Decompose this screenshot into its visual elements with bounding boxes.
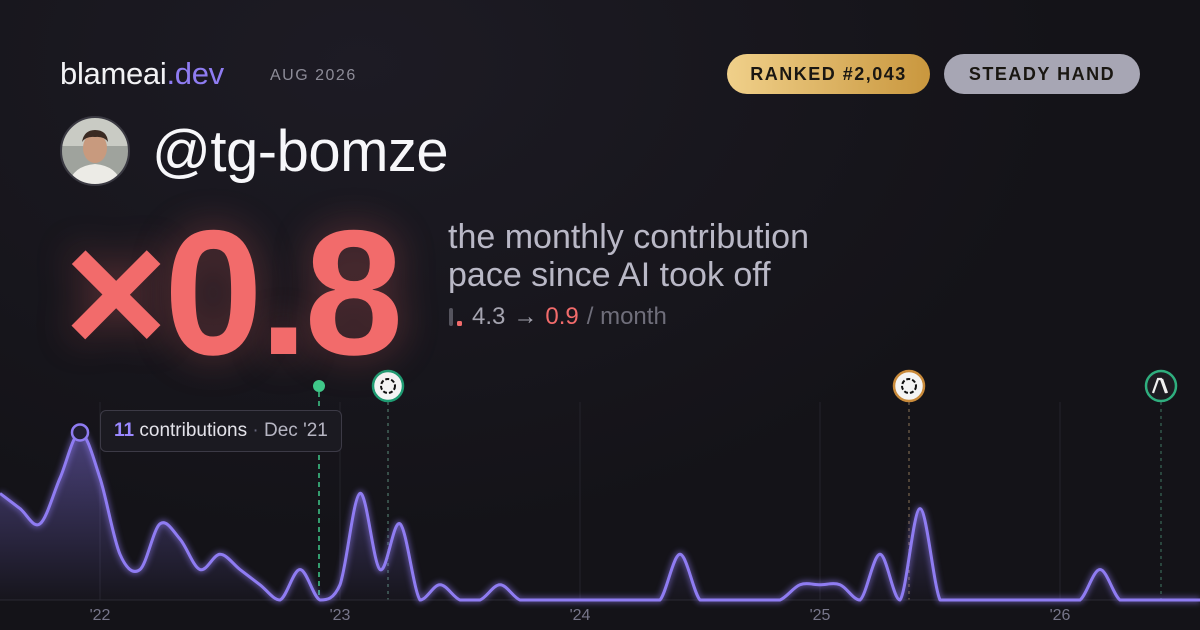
highlight-point <box>70 423 90 442</box>
pace-stats: 4.3 → 0.9 / month <box>448 303 667 331</box>
pace-unit: / month <box>586 303 667 330</box>
anthropic-icon <box>1144 369 1178 403</box>
milestone-dot <box>313 380 325 392</box>
line <box>0 430 1200 602</box>
rank-badge: RANKED #2,043 <box>727 54 930 94</box>
tooltip-count: 11 <box>114 420 135 441</box>
pace-after: 0.9 <box>545 303 579 330</box>
brand-name: blameai <box>60 56 167 91</box>
brand-tld: .dev <box>166 56 224 91</box>
tooltip: 11 contributions · Dec '21 <box>100 410 342 452</box>
x-tick-label: '24 <box>570 607 591 624</box>
pace-icon <box>449 308 462 326</box>
ai-milestones <box>313 369 1178 600</box>
openai-glyph <box>901 378 917 394</box>
brand: blameai.dev <box>60 56 224 92</box>
report-date: AUG 2026 <box>270 67 357 84</box>
anthropic-glyph <box>1151 377 1169 394</box>
x-tick-label: '22 <box>90 607 111 624</box>
pace-arrow: → <box>513 303 538 330</box>
tooltip-month: Dec '21 <box>264 420 328 441</box>
caption-line: pace since AI took off <box>448 256 771 294</box>
openai-glyph <box>380 378 396 394</box>
pace-multiplier: ×0.8 <box>64 193 403 392</box>
openai-icon <box>892 369 926 403</box>
caption-line: the monthly contribution <box>448 218 809 256</box>
tooltip-separator: · <box>252 420 259 441</box>
user-handle: @tg-bomze <box>152 119 449 184</box>
x-tick-label: '23 <box>330 607 351 624</box>
tooltip-label: contributions <box>139 420 248 441</box>
openai-icon <box>371 369 405 403</box>
area-fill <box>0 432 1200 600</box>
style-badge: STEADY HAND <box>944 54 1140 94</box>
pace-before: 4.3 <box>472 303 506 330</box>
x-tick-label: '25 <box>810 607 831 624</box>
x-tick-label: '26 <box>1050 607 1071 624</box>
avatar <box>60 116 130 186</box>
